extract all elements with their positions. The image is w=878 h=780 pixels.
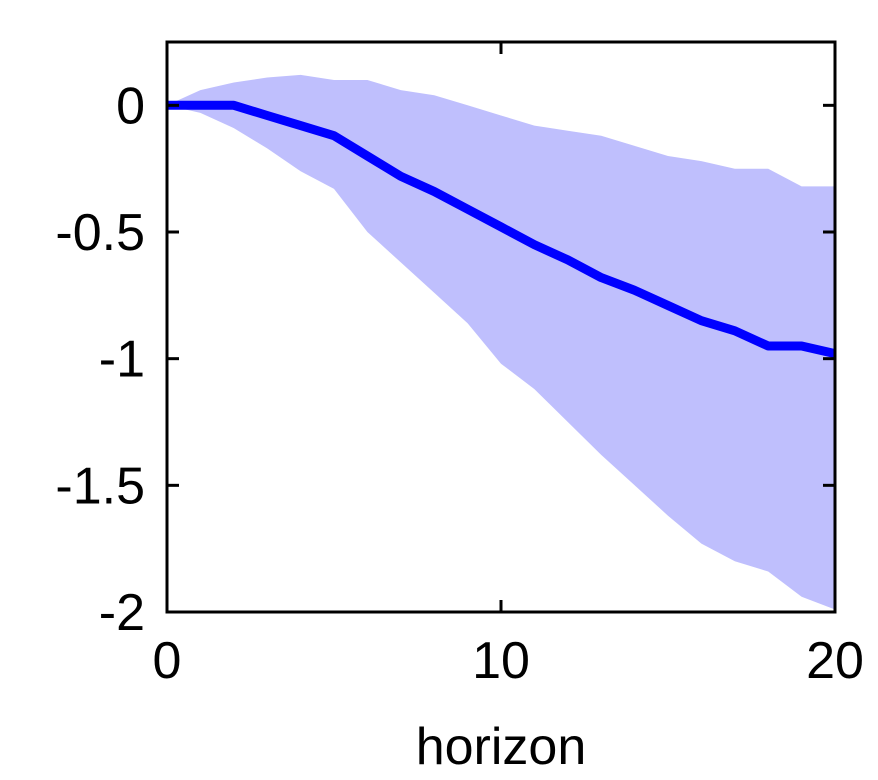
response-line <box>167 100 836 358</box>
x-tick-label: 20 <box>806 632 864 690</box>
confidence-band <box>167 74 835 610</box>
y-tick-label: -0.5 <box>55 204 145 262</box>
y-tick-label: -1.5 <box>55 457 145 515</box>
plot-area <box>167 74 836 610</box>
y-tick-label: -1 <box>99 331 145 389</box>
x-axis-label: horizon <box>416 718 587 776</box>
y-axis-ticks: 0 -0.5 -1 -1.5 -2 <box>55 77 835 642</box>
x-axis-ticks: 0 10 20 <box>153 42 864 690</box>
y-tick-label: 0 <box>116 77 145 135</box>
y-tick-label: -2 <box>99 584 145 642</box>
x-tick-label: 0 <box>153 632 182 690</box>
x-tick-label: 10 <box>472 632 530 690</box>
